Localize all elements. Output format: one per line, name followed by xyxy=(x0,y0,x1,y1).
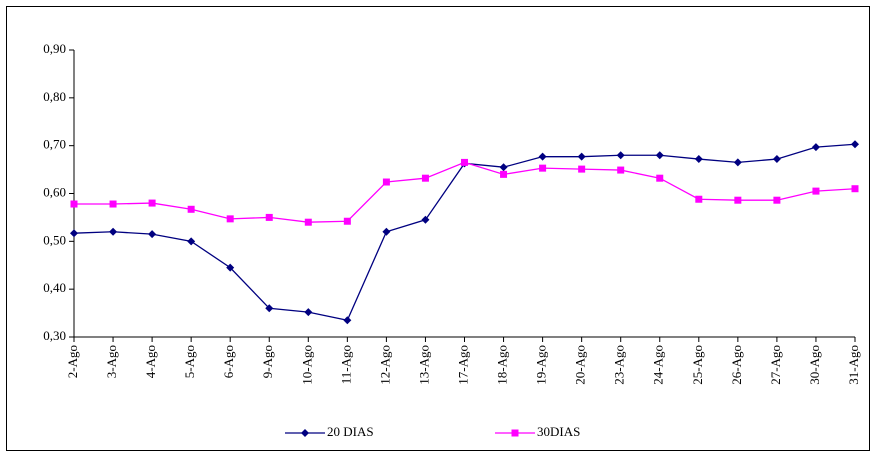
point xyxy=(148,199,156,207)
point xyxy=(773,196,781,204)
point xyxy=(226,263,235,272)
x-tick-label: 19-Ago xyxy=(534,345,549,385)
point xyxy=(695,195,703,203)
point xyxy=(70,229,78,238)
x-tick-label: 30-Ago xyxy=(807,345,822,385)
y-tick-label: 0,50 xyxy=(43,232,66,247)
point xyxy=(187,205,195,213)
point xyxy=(382,178,390,186)
point xyxy=(772,155,781,164)
x-tick-label: 26-Ago xyxy=(729,345,744,385)
point xyxy=(811,143,820,152)
point xyxy=(148,230,157,239)
point xyxy=(655,151,664,160)
point xyxy=(265,304,274,313)
y-tick-label: 0,80 xyxy=(43,89,66,104)
x-tick-label: 23-Ago xyxy=(612,345,627,385)
point xyxy=(109,200,117,208)
chart-border xyxy=(6,6,870,451)
y-tick-label: 0,70 xyxy=(43,137,66,152)
x-tick-label: 25-Ago xyxy=(690,345,705,385)
y-tick-label: 0,60 xyxy=(43,184,66,199)
point xyxy=(733,158,742,167)
point xyxy=(226,215,234,223)
point xyxy=(304,308,313,317)
x-tick-label: 4-Ago xyxy=(143,345,158,378)
x-tick-label: 2-Ago xyxy=(65,345,80,378)
legend-label: 20 DIAS xyxy=(327,424,374,439)
point xyxy=(461,158,468,166)
point xyxy=(578,165,586,173)
x-tick-label: 12-Ago xyxy=(377,345,392,385)
point xyxy=(70,200,78,208)
x-tick-label: 3-Ago xyxy=(104,345,119,378)
point xyxy=(421,215,430,224)
x-tick-label: 24-Ago xyxy=(651,345,666,385)
y-tick-label: 0,30 xyxy=(43,328,66,343)
x-tick-label: 6-Ago xyxy=(221,345,236,378)
point xyxy=(382,227,391,236)
x-tick-label: 17-Ago xyxy=(455,345,470,385)
point xyxy=(538,152,547,161)
y-tick-label: 0,90 xyxy=(43,41,66,56)
point xyxy=(511,429,519,437)
point xyxy=(656,174,664,182)
x-tick-label: 11-Ago xyxy=(338,345,353,384)
x-tick-label: 10-Ago xyxy=(299,345,314,385)
point xyxy=(301,429,309,437)
point xyxy=(343,316,352,325)
point xyxy=(265,213,273,221)
point xyxy=(812,187,820,195)
point xyxy=(304,218,312,226)
legend-label: 30DIAS xyxy=(537,424,580,439)
point xyxy=(616,151,625,160)
point xyxy=(851,140,859,149)
x-tick-label: 20-Ago xyxy=(573,345,588,385)
x-tick-label: 27-Ago xyxy=(768,345,783,385)
y-tick-label: 0,40 xyxy=(43,280,66,295)
point xyxy=(539,164,547,172)
point xyxy=(187,237,196,246)
point xyxy=(617,166,625,174)
x-tick-label: 9-Ago xyxy=(260,345,275,378)
point xyxy=(694,155,703,164)
x-tick-label: 31-Ago xyxy=(846,345,861,385)
point xyxy=(343,217,351,225)
point xyxy=(421,174,429,182)
x-tick-label: 13-Ago xyxy=(416,345,431,385)
x-tick-label: 5-Ago xyxy=(182,345,197,378)
point xyxy=(499,163,508,172)
point xyxy=(734,196,742,204)
point xyxy=(851,185,859,193)
point xyxy=(577,152,586,161)
point xyxy=(109,227,118,236)
x-tick-label: 18-Ago xyxy=(495,345,510,385)
point xyxy=(500,170,508,178)
